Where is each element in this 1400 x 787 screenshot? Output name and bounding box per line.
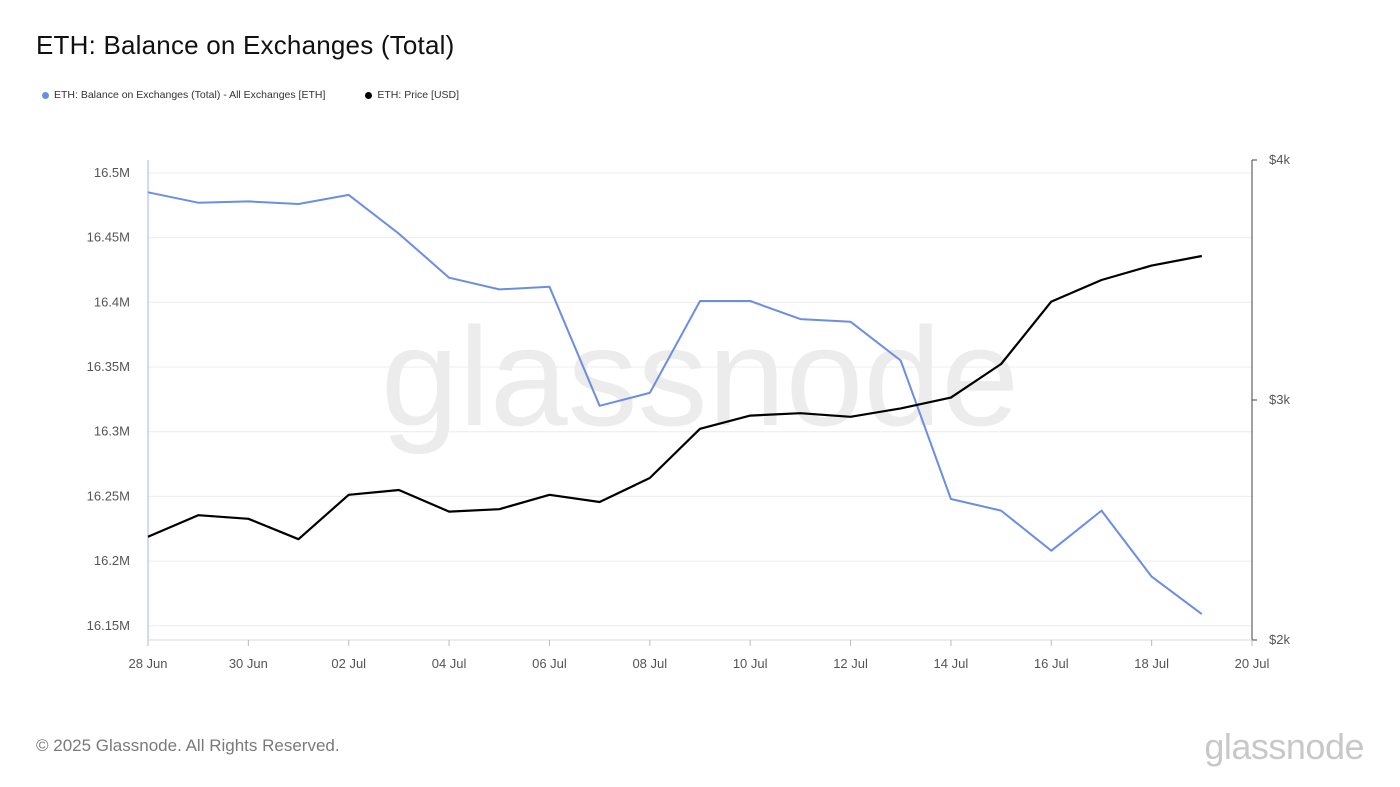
legend-item-balance[interactable]: ETH: Balance on Exchanges (Total) - All … — [42, 89, 325, 101]
x-tick-label: 30 Jun — [229, 656, 268, 671]
legend-label-price: ETH: Price [USD] — [377, 89, 460, 101]
x-tick-label: 04 Jul — [432, 656, 467, 671]
x-tick-label: 08 Jul — [632, 656, 667, 671]
line-chart[interactable]: glassnode16.15M16.2M16.25M16.3M16.35M16.… — [0, 0, 1400, 700]
legend: ETH: Balance on Exchanges (Total) - All … — [42, 89, 499, 101]
x-tick-label: 06 Jul — [532, 656, 567, 671]
x-tick-label: 12 Jul — [833, 656, 868, 671]
series-line-balance[interactable] — [147, 191, 1203, 615]
y-left-tick-label: 16.45M — [87, 230, 130, 245]
copyright-notice: © 2025 Glassnode. All Rights Reserved. — [36, 736, 340, 755]
y-left-tick-label: 16.2M — [94, 553, 130, 568]
y-right-tick-label: $3k — [1269, 392, 1290, 407]
x-tick-label: 02 Jul — [331, 656, 366, 671]
chart-title: ETH: Balance on Exchanges (Total) — [36, 30, 455, 60]
y-left-tick-label: 16.15M — [87, 618, 130, 633]
x-tick-label: 20 Jul — [1235, 656, 1270, 671]
y-left-tick-label: 16.25M — [87, 488, 130, 503]
y-left-tick-label: 16.5M — [94, 165, 130, 180]
brand-logo: glassnode — [1204, 726, 1364, 767]
y-left-tick-label: 16.3M — [94, 424, 130, 439]
y-right-tick-label: $2k — [1269, 632, 1290, 647]
y-left-tick-label: 16.35M — [87, 359, 130, 374]
y-right-tick-label: $4k — [1269, 152, 1290, 167]
y-left-tick-label: 16.4M — [94, 294, 130, 309]
legend-item-price[interactable]: ETH: Price [USD] — [365, 89, 459, 101]
legend-dot-balance — [42, 91, 49, 99]
series-line-price[interactable] — [147, 254, 1203, 541]
legend-dot-price — [365, 91, 373, 99]
x-tick-label: 16 Jul — [1034, 656, 1069, 671]
x-tick-label: 18 Jul — [1134, 656, 1169, 671]
legend-label-balance: ETH: Balance on Exchanges (Total) - All … — [54, 89, 326, 101]
x-tick-label: 10 Jul — [733, 656, 768, 671]
x-tick-label: 14 Jul — [934, 656, 969, 671]
x-tick-label: 28 Jun — [128, 656, 167, 671]
